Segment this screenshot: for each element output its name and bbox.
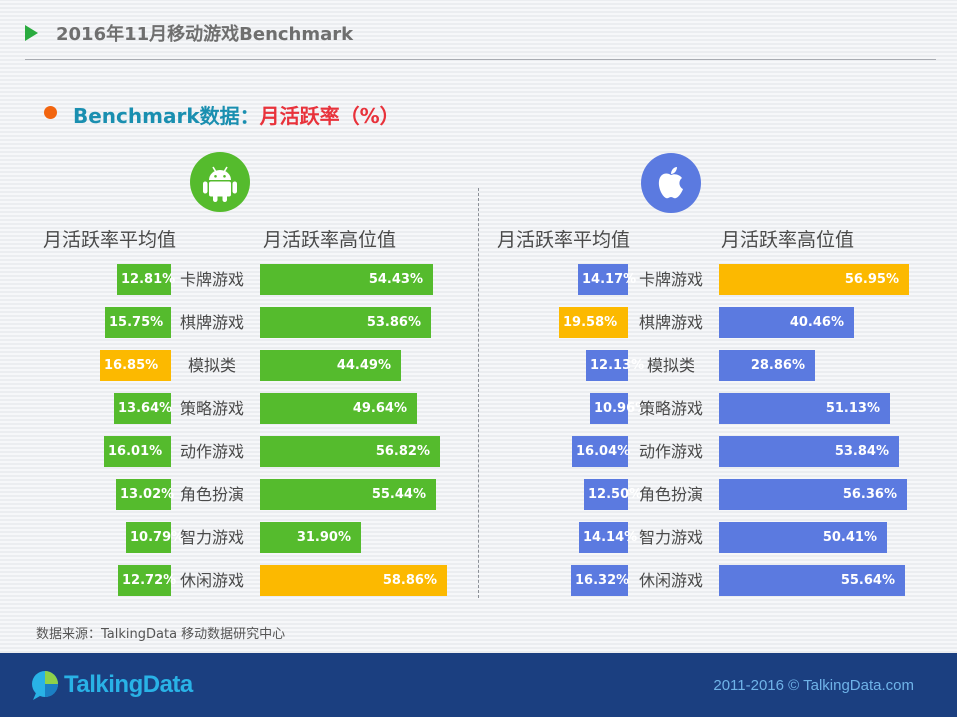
apple-icon — [641, 153, 701, 213]
platform-divider — [478, 188, 479, 598]
android-high-value-label: 31.90% — [296, 530, 351, 545]
section-title-main: Benchmark数据： — [73, 104, 260, 128]
ios-high-bar — [719, 479, 907, 510]
android-high-bar — [260, 565, 447, 596]
android-avg-value-label: 16.01% — [108, 444, 163, 459]
android-high-header: 月活跃率高位值 — [263, 229, 397, 251]
android-high-bar — [260, 522, 361, 553]
ios-high-bar — [719, 522, 887, 553]
ios-avg-value-label: 16.04% — [576, 444, 631, 459]
android-category-label: 模拟类 — [187, 356, 236, 375]
android-high-value-label: 53.86% — [366, 315, 421, 330]
ios-high-header: 月活跃率高位值 — [721, 229, 855, 251]
ios-category-label: 策略游戏 — [638, 399, 703, 418]
android-avg-value-label: 12.81% — [121, 272, 176, 287]
ios-high-value-label: 40.46% — [789, 315, 844, 330]
android-avg-bar — [105, 307, 171, 338]
android-avg-value-label: 12.72% — [122, 573, 177, 588]
ios-high-value-label: 28.86% — [750, 358, 805, 373]
android-high-bar — [260, 264, 433, 295]
android-high-value-label: 44.49% — [336, 358, 391, 373]
header-triangle-icon — [25, 25, 38, 41]
ios-high-bar — [719, 565, 905, 596]
ios-category-label: 动作游戏 — [638, 442, 703, 461]
ios-high-value-label: 53.84% — [834, 444, 889, 459]
android-avg-bar — [104, 436, 171, 467]
ios-high-bar — [719, 350, 815, 381]
android-category-label: 棋牌游戏 — [179, 313, 244, 332]
android-avg-value-label: 15.75% — [109, 315, 164, 330]
ios-category-label: 角色扮演 — [638, 485, 703, 504]
android-high-bar — [260, 436, 440, 467]
android-avg-value-label: 13.64% — [118, 401, 173, 416]
footer-brand: TalkingData — [64, 671, 193, 698]
footer-copyright: 2011-2016 © TalkingData.com — [713, 677, 914, 694]
ios-category-label: 休闲游戏 — [638, 571, 703, 590]
android-avg-value-label: 13.02% — [120, 487, 175, 502]
android-high-value-label: 54.43% — [368, 272, 423, 287]
android-category-label: 策略游戏 — [179, 399, 244, 418]
ios-high-bar — [719, 436, 899, 467]
page-title: 2016年11月移动游戏Benchmark — [56, 24, 354, 45]
android-avg-bar — [100, 350, 171, 381]
header-divider — [25, 59, 936, 60]
bullet-icon — [44, 106, 57, 119]
android-high-bar — [260, 479, 436, 510]
ios-avg-header: 月活跃率平均值 — [497, 229, 631, 251]
ios-high-value-label: 55.64% — [840, 573, 895, 588]
android-category-label: 动作游戏 — [179, 442, 244, 461]
ios-category-label: 智力游戏 — [638, 528, 703, 547]
ios-avg-bar — [559, 307, 628, 338]
ios-category-label: 模拟类 — [646, 356, 695, 375]
ios-high-value-label: 51.13% — [825, 401, 880, 416]
android-high-bar — [260, 393, 417, 424]
ios-high-value-label: 50.41% — [822, 530, 877, 545]
ios-avg-value-label: 19.58% — [563, 315, 618, 330]
ios-avg-bar — [572, 436, 628, 467]
android-avg-header: 月活跃率平均值 — [43, 229, 177, 251]
ios-avg-value-label: 10.96% — [594, 401, 649, 416]
ios-avg-value-label: 12.13% — [590, 358, 645, 373]
android-high-value-label: 55.44% — [371, 487, 426, 502]
data-source-note: 数据来源：TalkingData 移动数据研究中心 — [36, 627, 286, 642]
ios-high-bar — [719, 307, 854, 338]
ios-high-value-label: 56.36% — [842, 487, 897, 502]
footer-bar: TalkingData 2011-2016 © TalkingData.com — [0, 653, 957, 717]
ios-high-bar — [719, 264, 909, 295]
ios-avg-bar — [578, 264, 628, 295]
android-avg-bar — [126, 522, 171, 553]
android-avg-bar — [117, 264, 171, 295]
ios-avg-bar — [571, 565, 628, 596]
ios-category-label: 棋牌游戏 — [638, 313, 703, 332]
ios-high-bar — [719, 393, 890, 424]
android-avg-bar — [114, 393, 171, 424]
section-title-metric: 月活跃率（%） — [259, 104, 400, 128]
section-title: Benchmark数据：月活跃率（%） — [73, 100, 400, 129]
talkingdata-logo-icon — [30, 669, 62, 705]
android-avg-value-label: 16.85% — [104, 358, 159, 373]
ios-avg-bar — [590, 393, 628, 424]
android-category-label: 休闲游戏 — [179, 571, 244, 590]
android-high-value-label: 49.64% — [352, 401, 407, 416]
android-high-value-label: 56.82% — [375, 444, 430, 459]
android-category-label: 智力游戏 — [179, 528, 244, 547]
android-high-value-label: 58.86% — [382, 573, 437, 588]
ios-avg-value-label: 14.14% — [583, 530, 638, 545]
ios-avg-bar — [586, 350, 628, 381]
android-category-label: 角色扮演 — [179, 485, 244, 504]
android-avg-value-label: 10.79% — [130, 530, 185, 545]
ios-category-label: 卡牌游戏 — [638, 270, 703, 289]
ios-avg-value-label: 14.17% — [582, 272, 637, 287]
ios-avg-bar — [584, 479, 628, 510]
ios-avg-value-label: 16.32% — [575, 573, 630, 588]
android-high-bar — [260, 307, 431, 338]
android-high-bar — [260, 350, 401, 381]
android-icon — [190, 152, 250, 212]
android-category-label: 卡牌游戏 — [179, 270, 244, 289]
android-avg-bar — [116, 479, 171, 510]
ios-avg-bar — [579, 522, 628, 553]
ios-avg-value-label: 12.50% — [588, 487, 643, 502]
ios-high-value-label: 56.95% — [844, 272, 899, 287]
android-avg-bar — [118, 565, 171, 596]
